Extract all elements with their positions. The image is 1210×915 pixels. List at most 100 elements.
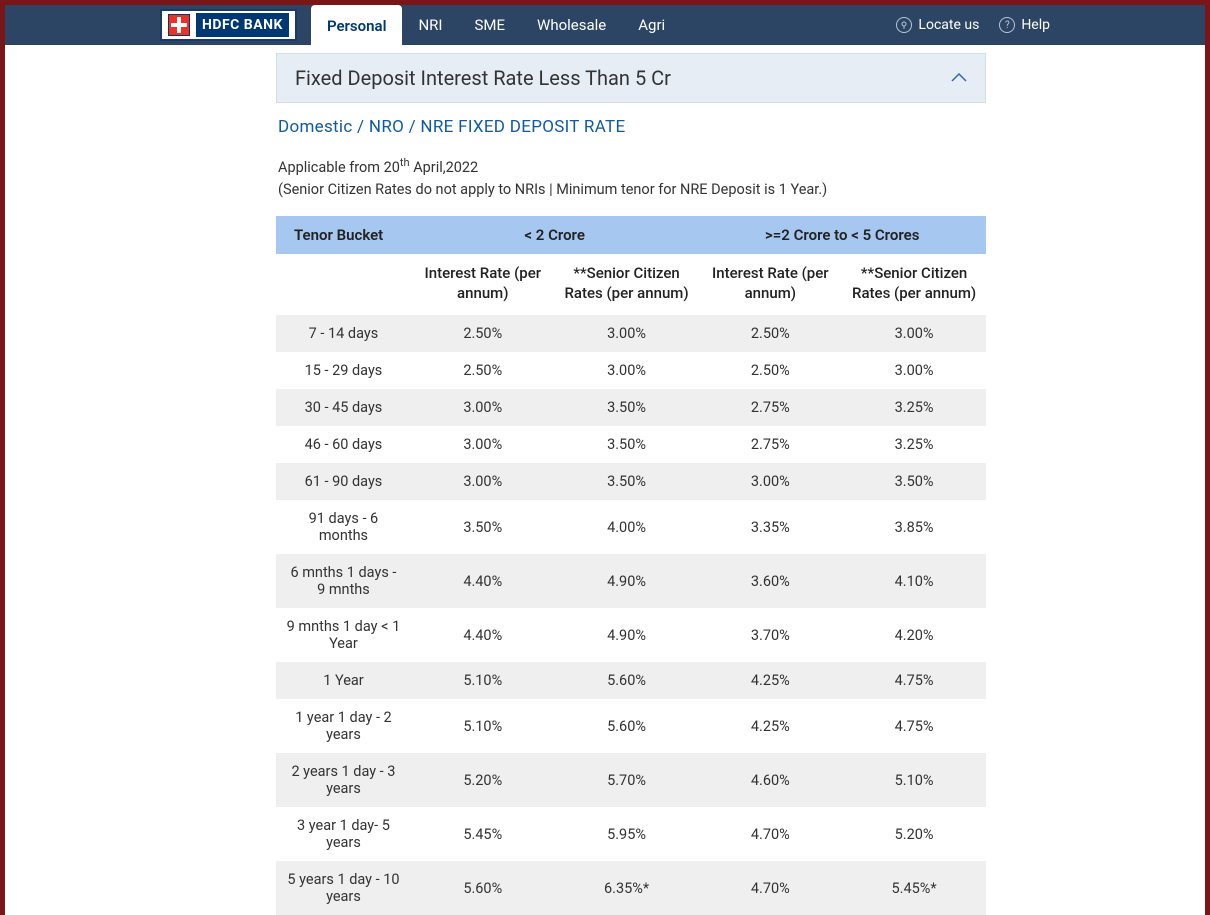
table-row: 7 - 14 days2.50%3.00%2.50%3.00% — [276, 315, 986, 352]
cell-tenor: 61 - 90 days — [276, 463, 411, 500]
cell-c1: 2.50% — [411, 352, 555, 389]
table-row: 30 - 45 days3.00%3.50%2.75%3.25% — [276, 389, 986, 426]
cell-c1: 5.60% — [411, 861, 555, 915]
group-header-2to5cr: >=2 Crore to < 5 Crores — [698, 216, 986, 254]
cell-tenor: 5 years 1 day - 10 years — [276, 861, 411, 915]
cell-c4: 3.00% — [842, 315, 986, 352]
cell-c1: 5.10% — [411, 699, 555, 753]
cell-c4: 4.75% — [842, 699, 986, 753]
table-row: 3 year 1 day- 5 years5.45%5.95%4.70%5.20… — [276, 807, 986, 861]
cell-c1: 3.00% — [411, 463, 555, 500]
locate-us-link[interactable]: Locate us — [896, 17, 979, 33]
cell-c3: 4.70% — [698, 861, 842, 915]
cell-c2: 3.00% — [555, 315, 699, 352]
locate-us-label: Locate us — [918, 17, 979, 33]
cell-c4: 3.25% — [842, 389, 986, 426]
nav-tab-personal[interactable]: Personal — [311, 5, 403, 45]
help-link[interactable]: ? Help — [999, 17, 1050, 33]
cell-c3: 4.70% — [698, 807, 842, 861]
cell-c4: 4.10% — [842, 554, 986, 608]
app-frame: HDFC BANK PersonalNRISMEWholesaleAgri Lo… — [0, 0, 1210, 854]
cell-tenor: 91 days - 6 months — [276, 500, 411, 554]
nav-tab-sme[interactable]: SME — [459, 6, 522, 44]
table-row: 46 - 60 days3.00%3.50%2.75%3.25% — [276, 426, 986, 463]
cell-tenor: 30 - 45 days — [276, 389, 411, 426]
cell-c1: 3.00% — [411, 426, 555, 463]
cell-c2: 3.50% — [555, 389, 699, 426]
cell-tenor: 6 mnths 1 days - 9 mnths — [276, 554, 411, 608]
table-row: 1 year 1 day - 2 years5.10%5.60%4.25%4.7… — [276, 699, 986, 753]
cell-c1: 4.40% — [411, 554, 555, 608]
help-icon: ? — [999, 17, 1015, 33]
table-row: 15 - 29 days2.50%3.00%2.50%3.00% — [276, 352, 986, 389]
cell-tenor: 46 - 60 days — [276, 426, 411, 463]
cell-c2: 4.90% — [555, 608, 699, 662]
cell-c2: 5.60% — [555, 699, 699, 753]
cell-c4: 3.50% — [842, 463, 986, 500]
table-row: 2 years 1 day - 3 years5.20%5.70%4.60%5.… — [276, 753, 986, 807]
sub-note: (Senior Citizen Rates do not apply to NR… — [278, 179, 984, 201]
cell-c1: 4.40% — [411, 608, 555, 662]
cell-c4: 3.00% — [842, 352, 986, 389]
cell-c3: 4.25% — [698, 699, 842, 753]
cell-c2: 5.60% — [555, 662, 699, 699]
navbar-right: Locate us ? Help — [896, 17, 1050, 33]
cell-c4: 5.45%* — [842, 861, 986, 915]
top-navbar: HDFC BANK PersonalNRISMEWholesaleAgri Lo… — [5, 5, 1205, 45]
cell-c3: 2.50% — [698, 352, 842, 389]
cell-c3: 2.75% — [698, 389, 842, 426]
cell-c4: 5.20% — [842, 807, 986, 861]
cell-c4: 4.20% — [842, 608, 986, 662]
cell-c2: 6.35%* — [555, 861, 699, 915]
nav-tab-wholesale[interactable]: Wholesale — [521, 6, 622, 44]
cell-c1: 5.20% — [411, 753, 555, 807]
subhead-4: **Senior Citizen Rates (per annum) — [842, 254, 986, 315]
cell-c4: 3.85% — [842, 500, 986, 554]
primary-nav: PersonalNRISMEWholesaleAgri — [311, 5, 681, 45]
cell-c3: 3.70% — [698, 608, 842, 662]
rate-table: Tenor Bucket < 2 Crore >=2 Crore to < 5 … — [276, 216, 986, 915]
sub-blank — [276, 254, 411, 315]
cell-c2: 3.50% — [555, 426, 699, 463]
cell-c3: 3.60% — [698, 554, 842, 608]
cell-tenor: 7 - 14 days — [276, 315, 411, 352]
cell-c3: 2.75% — [698, 426, 842, 463]
table-row: 9 mnths 1 day < 1 Year4.40%4.90%3.70%4.2… — [276, 608, 986, 662]
chevron-up-icon[interactable] — [951, 73, 967, 83]
cell-c3: 4.25% — [698, 662, 842, 699]
subhead-2: **Senior Citizen Rates (per annum) — [555, 254, 699, 315]
cell-c1: 3.00% — [411, 389, 555, 426]
cell-c3: 4.60% — [698, 753, 842, 807]
cell-c1: 5.45% — [411, 807, 555, 861]
applicable-sup: th — [400, 156, 410, 169]
group-header-lt2cr: < 2 Crore — [411, 216, 699, 254]
table-row: 91 days - 6 months3.50%4.00%3.35%3.85% — [276, 500, 986, 554]
breadcrumb: Domestic / NRO / NRE FIXED DEPOSIT RATE — [276, 103, 986, 145]
cell-c4: 5.10% — [842, 753, 986, 807]
applicable-prefix: Applicable from 20 — [278, 159, 400, 176]
cell-c3: 3.35% — [698, 500, 842, 554]
notes-block: Applicable from 20th April,2022 (Senior … — [276, 145, 986, 216]
help-label: Help — [1021, 17, 1050, 33]
cell-c3: 2.50% — [698, 315, 842, 352]
subhead-1: Interest Rate (per annum) — [411, 254, 555, 315]
cell-tenor: 3 year 1 day- 5 years — [276, 807, 411, 861]
sub-header-row: Interest Rate (per annum) **Senior Citiz… — [276, 254, 986, 315]
applicable-date: Applicable from 20th April,2022 — [278, 155, 984, 179]
table-row: 61 - 90 days3.00%3.50%3.00%3.50% — [276, 463, 986, 500]
cell-c2: 4.00% — [555, 500, 699, 554]
nav-tab-nri[interactable]: NRI — [402, 6, 458, 44]
table-row: 5 years 1 day - 10 years5.60%6.35%*4.70%… — [276, 861, 986, 915]
group-header-row: Tenor Bucket < 2 Crore >=2 Crore to < 5 … — [276, 216, 986, 254]
cell-c1: 2.50% — [411, 315, 555, 352]
nav-tab-agri[interactable]: Agri — [622, 6, 681, 44]
cell-c2: 3.00% — [555, 352, 699, 389]
bank-logo[interactable]: HDFC BANK — [160, 9, 297, 41]
cell-c2: 4.90% — [555, 554, 699, 608]
logo-mark-icon — [168, 14, 190, 36]
page-body: Fixed Deposit Interest Rate Less Than 5 … — [5, 45, 1205, 915]
panel-header[interactable]: Fixed Deposit Interest Rate Less Than 5 … — [276, 53, 986, 103]
rate-table-body: 7 - 14 days2.50%3.00%2.50%3.00%15 - 29 d… — [276, 315, 986, 915]
subhead-3: Interest Rate (per annum) — [698, 254, 842, 315]
tenor-header: Tenor Bucket — [276, 216, 411, 254]
